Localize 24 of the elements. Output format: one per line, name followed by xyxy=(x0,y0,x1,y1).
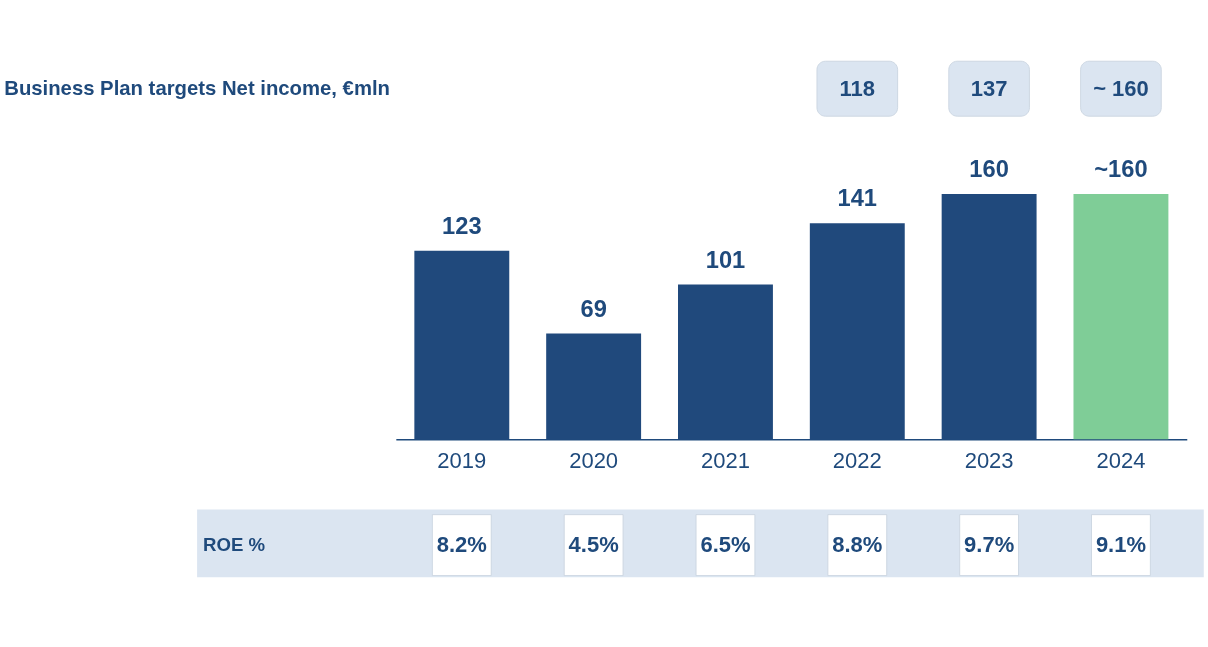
text: ~ 160 xyxy=(1093,75,1149,101)
text: 8.8% xyxy=(832,531,883,557)
data-label: ~160 xyxy=(1094,156,1148,183)
data-label: 101 xyxy=(705,246,746,273)
text: ROE % xyxy=(203,534,266,556)
text: 118 xyxy=(839,75,876,101)
text: 9.7% xyxy=(964,531,1015,557)
data-label: 141 xyxy=(837,185,878,212)
x-tick-label: 2022 xyxy=(832,447,882,473)
bar xyxy=(1073,194,1169,440)
x-tick-label: 2023 xyxy=(964,447,1014,473)
x-tick-label: 2024 xyxy=(1096,447,1146,473)
text: 6.5% xyxy=(700,531,751,557)
data-label: 160 xyxy=(969,156,1009,183)
x-tick-label: 2019 xyxy=(437,447,487,473)
text: 137 xyxy=(970,75,1008,101)
x-tick-label: 2021 xyxy=(701,447,750,473)
text: 9.1% xyxy=(1095,531,1146,557)
data-label: 69 xyxy=(580,295,607,322)
text: Business Plan targets Net income, €mln xyxy=(4,77,390,100)
x-tick-label: 2020 xyxy=(569,447,619,473)
text: 4.5% xyxy=(568,531,619,557)
text: 8.2% xyxy=(436,531,487,557)
data-label: 123 xyxy=(442,212,482,239)
